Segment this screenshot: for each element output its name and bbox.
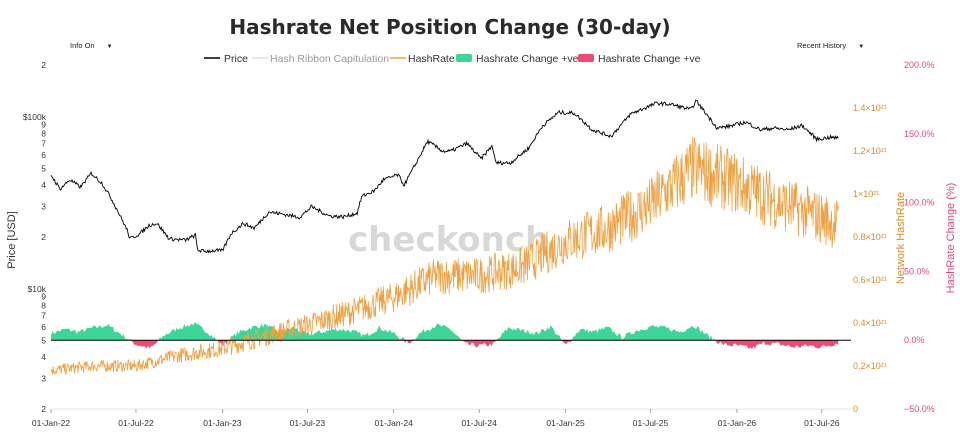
x-axis: 01-Jan-22 01-Jul-22 01-Jan-23 01-Jul-23 01-J… xyxy=(32,408,851,428)
y-left-tick-label: 7 xyxy=(41,138,46,148)
y-left-tick-label: 7 xyxy=(41,310,46,320)
y-left-tick-label: 4 xyxy=(41,180,46,190)
x-tick-label: 01-Jan-22 xyxy=(32,418,71,428)
y-right-change-tick-label: 100.0% xyxy=(904,198,935,208)
y-axis-right-change: 200.0% 150.0% 100.0% 50.0% 0.0% −50.0% xyxy=(904,60,935,414)
y-axis-right-hashrate: 0 0.2×10²¹ 0.4×10²¹ 0.6×10²¹ 0.8×10²¹ 1×10²¹ 1… xyxy=(853,103,887,414)
hashrate-change-negative-area xyxy=(51,340,839,350)
y-left-tick-label: 6 xyxy=(41,322,46,332)
y-right-hashrate-tick-label: 0.8×10²¹ xyxy=(853,232,887,242)
x-tick-label: 01-Jul-25 xyxy=(633,418,669,428)
x-tick-label: 01-Jul-26 xyxy=(804,418,840,428)
x-tick-label: 01-Jul-22 xyxy=(118,418,154,428)
y-axis-right-hashrate-title: Network HashRate xyxy=(895,192,907,284)
hashrate-line xyxy=(50,136,839,376)
y-right-hashrate-tick-label: 0.6×10²¹ xyxy=(853,275,887,285)
info-dropdown[interactable]: Info On ▼ xyxy=(70,41,113,50)
y-left-tick-label: 4 xyxy=(41,352,46,362)
y-right-change-tick-label: 150.0% xyxy=(904,129,935,139)
y-right-hashrate-tick-label: 1.4×10²¹ xyxy=(853,103,887,113)
legend-label: Hashrate Change +ve xyxy=(476,53,579,65)
y-right-change-tick-label: 50.0% xyxy=(904,266,930,276)
legend-label: Hash Ribbon Capitulation xyxy=(270,53,389,65)
y-left-tick-label: 8 xyxy=(41,128,46,138)
x-tick-label: 01-Jan-23 xyxy=(203,418,242,428)
y-left-tick-label: 5 xyxy=(41,164,46,174)
y-right-hashrate-tick-label: 1×10²¹ xyxy=(853,189,879,199)
info-dropdown-label: Info On xyxy=(70,41,95,50)
chevron-down-icon: ▼ xyxy=(858,44,865,50)
chart-title: Hashrate Net Position Change (30-day) xyxy=(229,15,670,39)
legend-swatch xyxy=(578,54,594,62)
watermark: checkonch xyxy=(348,220,549,260)
legend-label: Hashrate Change +ve xyxy=(598,53,701,65)
legend-label: Price xyxy=(224,53,248,65)
chevron-down-icon: ▼ xyxy=(106,44,113,50)
legend-swatch xyxy=(456,54,472,62)
legend[interactable]: Price Hash Ribbon Capitulation HashRate Has… xyxy=(204,53,701,65)
hashrate-change-negative-fill xyxy=(51,340,839,350)
y-left-tick-label: 2 xyxy=(41,404,46,414)
y-axis-right-change-title: HashRate Change (%) xyxy=(945,183,957,294)
x-tick-label: 01-Jul-24 xyxy=(461,418,497,428)
y-left-tick-label: 9 xyxy=(41,120,46,130)
hashrate-change-positive-area xyxy=(51,322,839,341)
y-left-tick-label: 6 xyxy=(41,150,46,160)
y-right-hashrate-tick-label: 0 xyxy=(853,404,858,414)
y-left-tick-label: 2 xyxy=(41,60,46,70)
history-dropdown-label: Recent History xyxy=(797,41,847,50)
y-left-tick-label: 3 xyxy=(41,202,46,212)
y-right-change-tick-label: −50.0% xyxy=(904,404,935,414)
y-left-tick-label: $10k xyxy=(28,284,47,294)
y-axis-left-title: Price [USD] xyxy=(6,211,18,268)
hashrate-change-positive-fill xyxy=(51,322,839,341)
y-right-hashrate-tick-label: 0.4×10²¹ xyxy=(853,318,887,328)
y-right-hashrate-tick-label: 1.2×10²¹ xyxy=(853,146,887,156)
y-left-tick-label: 8 xyxy=(41,300,46,310)
y-left-tick-label: 9 xyxy=(41,292,46,302)
y-right-hashrate-tick-label: 0.2×10²¹ xyxy=(853,361,887,371)
y-left-tick-label: 3 xyxy=(41,374,46,384)
x-tick-label: 01-Jan-24 xyxy=(375,418,414,428)
legend-label: HashRate xyxy=(408,53,455,65)
x-tick-label: 01-Jul-23 xyxy=(290,418,326,428)
y-left-tick-label: 5 xyxy=(41,336,46,346)
y-right-change-tick-label: 200.0% xyxy=(904,60,935,70)
y-left-tick-label: $100k xyxy=(23,112,47,122)
y-right-change-tick-label: 0.0% xyxy=(904,335,925,345)
x-tick-label: 01-Jan-26 xyxy=(718,418,757,428)
history-dropdown[interactable]: Recent History ▼ xyxy=(797,41,864,50)
y-left-tick-label: 2 xyxy=(41,232,46,242)
x-tick-label: 01-Jan-25 xyxy=(546,418,585,428)
price-line xyxy=(50,99,839,254)
